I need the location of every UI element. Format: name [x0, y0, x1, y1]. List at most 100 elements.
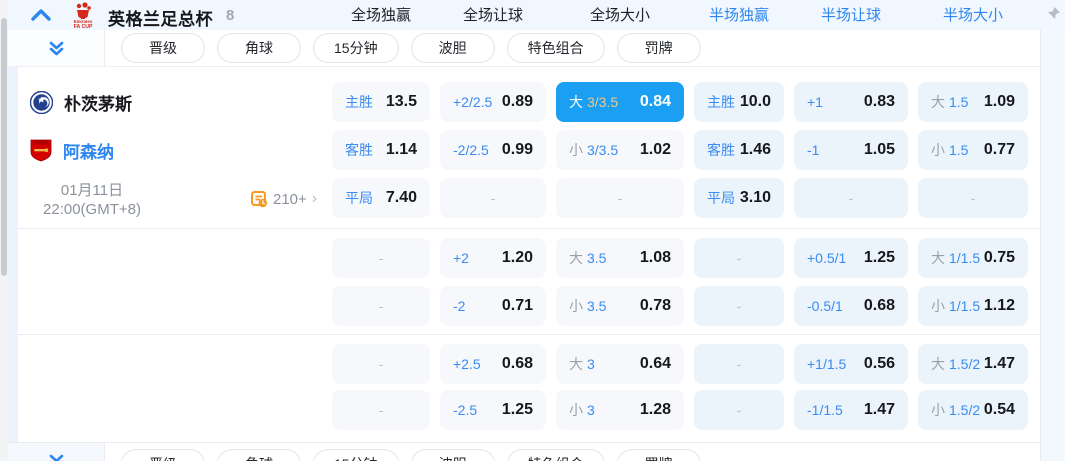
odds-cell-r5-c4[interactable]: +1/1.5 0.56 [794, 344, 908, 384]
over-under-prefix: 大 [569, 250, 583, 266]
odds-label: 小 1.5 [931, 140, 968, 160]
empty-odds-dash: - [378, 298, 384, 314]
expand-markets-button[interactable] [8, 30, 105, 66]
odds-cell-r3-c5[interactable]: 大 1/1.5 0.75 [918, 238, 1028, 278]
odds-value: 1.05 [863, 141, 895, 158]
odds-label: 主胜 [707, 92, 735, 112]
odds-cell-r3-c0: - [332, 238, 430, 278]
market-column-5[interactable]: 半场大小 [942, 7, 1003, 24]
odds-cell-r1-c5[interactable]: 小 1.5 0.77 [918, 130, 1028, 170]
odds-cell-r4-c5[interactable]: 小 1/1.5 1.12 [918, 286, 1028, 326]
filter-pill-2[interactable]: 15分钟 [313, 33, 399, 63]
odds-cell-r4-c2[interactable]: 小 3.5 0.78 [556, 286, 684, 326]
odds-cell-r5-c5[interactable]: 大 1.5/2 1.47 [918, 344, 1028, 384]
odds-label: 大 1.5 [931, 92, 968, 112]
odds-cell-r5-c1[interactable]: +2.5 0.68 [440, 344, 546, 384]
odds-label: 主胜 [345, 92, 373, 112]
market-column-2[interactable]: 全场大小 [589, 7, 650, 24]
odds-value: 7.40 [385, 189, 417, 206]
filter-pill-4[interactable]: 特色组合 [506, 33, 605, 63]
odds-cell-r1-c2[interactable]: 小 3/3.5 1.02 [556, 130, 684, 170]
odds-cell-r0-c0[interactable]: 主胜 13.5 [332, 82, 430, 122]
svg-text:FA CUP: FA CUP [74, 24, 93, 29]
odds-cell-r6-c5[interactable]: 小 1.5/2 0.54 [918, 390, 1028, 430]
away-team-crest-icon [30, 139, 52, 162]
odds-value: 0.64 [639, 355, 671, 372]
odds-cell-r0-c1[interactable]: +2/2.5 0.89 [440, 82, 546, 122]
odds-cell-r3-c1[interactable]: +2 1.20 [440, 238, 546, 278]
market-column-4[interactable]: 半场让球 [820, 7, 881, 24]
more-markets-link[interactable]: 210+ › [250, 190, 317, 208]
odds-value: 0.56 [863, 355, 895, 372]
odds-value: 1.46 [739, 141, 771, 158]
odds-cell-r4-c4[interactable]: -0.5/1 0.68 [794, 286, 908, 326]
market-column-0[interactable]: 全场独赢 [350, 7, 411, 24]
home-team-crest-icon [30, 90, 53, 114]
odds-cell-r0-c3[interactable]: 主胜 10.0 [694, 82, 784, 122]
odds-label: 客胜 [345, 140, 373, 160]
handicap-label: +2/2.5 [453, 94, 493, 110]
league-header-bar: Emirates FA CUP 英格兰足总杯 8 全场独赢 全场让球 全场大小 半场独… [8, 0, 1065, 30]
odds-cell-r6-c0: - [332, 390, 430, 430]
odds-cell-r1-c3[interactable]: 客胜 1.46 [694, 130, 784, 170]
handicap-label: +1 [807, 94, 823, 110]
empty-odds-dash: - [848, 190, 854, 206]
filter-pill-3[interactable]: 波胆 [410, 449, 495, 461]
filter-pill-4[interactable]: 特色组合 [506, 449, 605, 461]
match-date: 01月11日 [60, 182, 124, 199]
fa-cup-logo-icon: Emirates FA CUP [74, 2, 93, 29]
pin-icon[interactable] [1044, 5, 1062, 23]
odds-cell-r2-c5: - [918, 178, 1028, 218]
odds-cell-r2-c0[interactable]: 平局 7.40 [332, 178, 430, 218]
odds-cell-r6-c2[interactable]: 小 3 1.28 [556, 390, 684, 430]
odds-value: 0.54 [983, 401, 1015, 418]
match-clock: 22:00(GMT+8) [43, 201, 141, 218]
collapse-league-button[interactable] [30, 8, 52, 22]
outcome-label: 平局 [345, 190, 373, 206]
filter-pill-5[interactable]: 罚牌 [616, 33, 701, 63]
filter-pill-3[interactable]: 波胆 [410, 33, 495, 63]
odds-cell-r5-c2[interactable]: 大 3 0.64 [556, 344, 684, 384]
outcome-label: 主胜 [345, 94, 373, 110]
filter-pill-0[interactable]: 晋级 [121, 449, 205, 461]
odds-cell-r1-c4[interactable]: -1 1.05 [794, 130, 908, 170]
filter-pill-5[interactable]: 罚牌 [616, 449, 701, 461]
odds-cell-r4-c1[interactable]: -2 0.71 [440, 286, 546, 326]
filter-pill-0[interactable]: 晋级 [121, 33, 205, 63]
odds-cell-r3-c4[interactable]: +0.5/1 1.25 [794, 238, 908, 278]
filter-pill-1[interactable]: 角球 [217, 33, 301, 63]
empty-odds-dash: - [378, 402, 384, 418]
odds-cell-r4-c0: - [332, 286, 430, 326]
away-team-row[interactable]: 阿森纳 [30, 130, 114, 170]
over-under-line: 1.5/2 [949, 402, 981, 418]
odds-cell-r6-c4[interactable]: -1/1.5 1.47 [794, 390, 908, 430]
odds-label: +1/1.5 [807, 356, 846, 372]
market-column-1[interactable]: 全场让球 [462, 7, 523, 24]
left-scrollbar-thumb[interactable] [1, 18, 7, 276]
left-scrollbar-track[interactable] [0, 0, 8, 461]
over-under-prefix: 大 [931, 94, 945, 110]
market-column-3[interactable]: 半场独赢 [708, 7, 769, 24]
odds-label: 大 3/3.5 [569, 92, 618, 112]
expand-markets-button-bottom[interactable] [8, 443, 105, 461]
home-team-row[interactable]: 朴茨茅斯 [30, 82, 132, 122]
odds-cell-r3-c2[interactable]: 大 3.5 1.08 [556, 238, 684, 278]
over-under-prefix: 小 [569, 142, 583, 158]
group-separator [18, 334, 1040, 335]
odds-cell-r0-c2[interactable]: 大 3/3.5 0.84 [556, 82, 684, 122]
odds-cell-r6-c1[interactable]: -2.5 1.25 [440, 390, 546, 430]
odds-cell-r1-c0[interactable]: 客胜 1.14 [332, 130, 430, 170]
handicap-label: -2/2.5 [453, 142, 489, 158]
empty-odds-dash: - [378, 250, 384, 266]
odds-value: 1.47 [863, 401, 895, 418]
empty-odds-dash: - [378, 356, 384, 372]
handicap-label: -1/1.5 [807, 402, 843, 418]
filter-pill-2[interactable]: 15分钟 [313, 449, 399, 461]
odds-cell-r1-c1[interactable]: -2/2.5 0.99 [440, 130, 546, 170]
odds-label: -2 [453, 298, 465, 314]
odds-cell-r0-c5[interactable]: 大 1.5 1.09 [918, 82, 1028, 122]
filter-pill-1[interactable]: 角球 [217, 449, 301, 461]
odds-cell-r0-c4[interactable]: +1 0.83 [794, 82, 908, 122]
odds-value: 1.09 [983, 93, 1015, 110]
odds-cell-r2-c3[interactable]: 平局 3.10 [694, 178, 784, 218]
